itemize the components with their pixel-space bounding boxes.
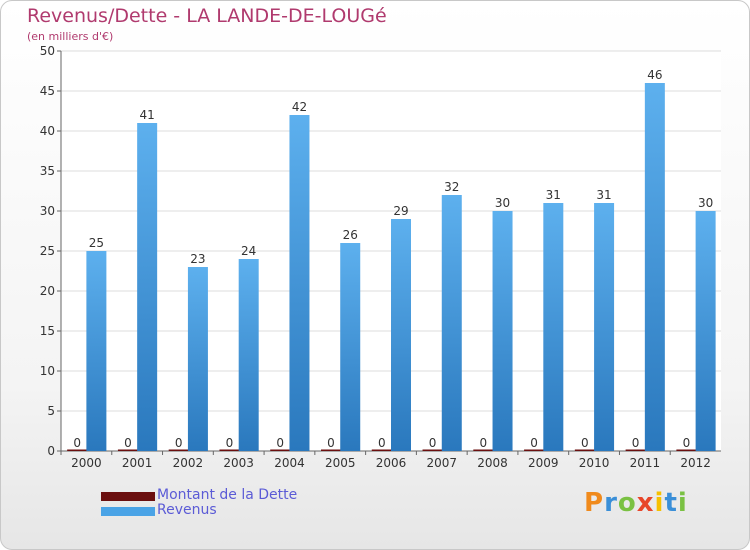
bar-revenus xyxy=(695,211,716,451)
x-tick-label: 2011 xyxy=(630,456,661,470)
data-label-dette: 0 xyxy=(327,436,335,450)
bar-dette xyxy=(574,449,595,451)
bar-dette xyxy=(676,449,697,451)
logo-letter: x xyxy=(636,488,655,518)
bar-revenus xyxy=(644,83,665,451)
bar-dette xyxy=(219,449,240,451)
bar-dette xyxy=(422,449,443,451)
x-tick-label: 2008 xyxy=(477,456,508,470)
legend-label-dette: Montant de la Dette xyxy=(157,487,298,503)
data-label-revenus: 31 xyxy=(596,188,611,202)
data-label-dette: 0 xyxy=(581,436,589,450)
data-label-revenus: 41 xyxy=(140,108,155,122)
data-label-revenus: 30 xyxy=(495,196,510,210)
y-tick-label: 0 xyxy=(47,444,55,458)
data-label-dette: 0 xyxy=(632,436,640,450)
bar-dette xyxy=(524,449,545,451)
bar-dette xyxy=(117,449,138,451)
labels: 0 5 10 15 20 25 30 35 40 45 50 2000 0 25 2001 0 41 2002 0 2… xyxy=(40,44,714,470)
y-tick-label: 10 xyxy=(40,364,55,378)
bar-revenus xyxy=(238,259,259,451)
legend-swatch-dette xyxy=(101,492,155,501)
logo-letter: P xyxy=(584,488,605,518)
data-label-revenus: 30 xyxy=(698,196,713,210)
data-label-dette: 0 xyxy=(429,436,437,450)
bar-revenus xyxy=(594,203,615,451)
x-tick-label: 2000 xyxy=(71,456,102,470)
bar-dette xyxy=(168,449,189,451)
chart-title: Revenus/Dette - LA LANDE-DE-LOUGé xyxy=(27,5,387,27)
data-label-revenus: 25 xyxy=(89,236,104,250)
data-label-revenus: 29 xyxy=(393,204,408,218)
x-tick-label: 2003 xyxy=(223,456,254,470)
bar-revenus xyxy=(543,203,564,451)
y-tick-label: 20 xyxy=(40,284,55,298)
data-label-revenus: 31 xyxy=(546,188,561,202)
y-tick-label: 15 xyxy=(40,324,55,338)
chart-subtitle: (en milliers d'€) xyxy=(27,30,114,43)
data-label-revenus: 32 xyxy=(444,180,459,194)
x-tick-label: 2004 xyxy=(274,456,305,470)
bar-dette xyxy=(371,449,392,451)
bar-dette xyxy=(625,449,646,451)
y-tick-label: 30 xyxy=(40,204,55,218)
data-label-revenus: 26 xyxy=(343,228,358,242)
y-tick-label: 45 xyxy=(40,84,55,98)
data-label-revenus: 42 xyxy=(292,100,307,114)
data-label-dette: 0 xyxy=(276,436,284,450)
bar-dette xyxy=(473,449,494,451)
bar-revenus xyxy=(289,115,310,451)
data-label-dette: 0 xyxy=(175,436,183,450)
y-tick-label: 25 xyxy=(40,244,55,258)
data-label-dette: 0 xyxy=(530,436,538,450)
logo-letter: o xyxy=(617,488,637,518)
x-tick-label: 2006 xyxy=(376,456,407,470)
data-label-dette: 0 xyxy=(683,436,691,450)
x-tick-label: 2009 xyxy=(528,456,559,470)
data-label-dette: 0 xyxy=(226,436,234,450)
x-tick-label: 2001 xyxy=(122,456,153,470)
data-label-revenus: 46 xyxy=(647,68,662,82)
bar-revenus xyxy=(391,219,411,451)
y-tick-label: 50 xyxy=(40,44,55,58)
y-tick-label: 5 xyxy=(47,404,55,418)
logo-letter: t xyxy=(664,488,678,518)
bar-dette xyxy=(67,449,88,451)
data-label-revenus: 23 xyxy=(190,252,205,266)
bar-dette xyxy=(270,449,291,451)
x-tick-label: 2002 xyxy=(173,456,204,470)
y-tick-label: 35 xyxy=(40,164,55,178)
data-label-dette: 0 xyxy=(124,436,132,450)
bar-revenus xyxy=(137,123,158,451)
bar-dette xyxy=(321,449,341,451)
bar-revenus xyxy=(492,211,513,451)
data-label-dette: 0 xyxy=(73,436,81,450)
x-tick-label: 2012 xyxy=(680,456,711,470)
legend-swatch-revenus xyxy=(101,507,155,516)
data-label-revenus: 24 xyxy=(241,244,256,258)
x-tick-label: 2005 xyxy=(325,456,356,470)
logo-letter: i xyxy=(677,488,688,518)
bar-revenus xyxy=(340,243,361,451)
x-tick-label: 2010 xyxy=(579,456,610,470)
bar-revenus xyxy=(86,251,107,451)
data-label-dette: 0 xyxy=(378,436,386,450)
legend-label-revenus: Revenus xyxy=(157,502,217,518)
x-tick-label: 2007 xyxy=(426,456,457,470)
data-label-dette: 0 xyxy=(479,436,487,450)
bar-revenus xyxy=(441,195,462,451)
logo-letter: i xyxy=(654,488,665,518)
logo-letter: r xyxy=(604,488,618,518)
y-tick-label: 40 xyxy=(40,124,55,138)
bar-revenus xyxy=(187,267,208,451)
bars xyxy=(67,83,716,451)
proxiti-logo: Proxiti xyxy=(584,488,688,518)
